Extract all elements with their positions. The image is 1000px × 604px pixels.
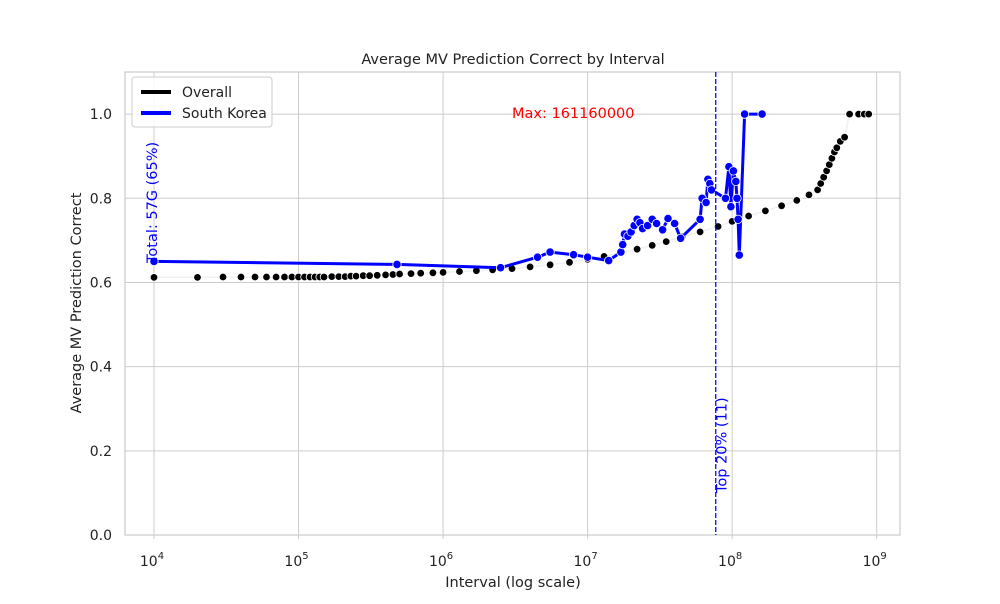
y-axis-label: Average MV Prediction Correct	[69, 192, 85, 413]
y-tick-label: 1.0	[90, 107, 112, 123]
overall-point	[632, 244, 642, 254]
overall-point	[438, 268, 448, 277]
south-korea-point	[618, 240, 628, 250]
overall-point	[280, 272, 289, 282]
overall-point	[271, 272, 281, 282]
legend-south-korea-label: South Korea	[182, 106, 267, 122]
south-korea-point	[757, 109, 767, 119]
south-korea-point	[604, 255, 614, 266]
south-korea-point	[532, 252, 543, 262]
south-korea-point	[720, 193, 731, 203]
south-korea-point	[695, 214, 705, 224]
axis-ticks: 104 105 106 107 108 109 0.0 0.2 0.4 0.6 0.8 1.0	[90, 107, 887, 570]
south-korea-point	[739, 109, 750, 119]
overall-point	[416, 269, 425, 278]
x-tick-label: 108	[718, 551, 742, 570]
series-layer	[149, 109, 873, 282]
overall-point	[351, 271, 361, 281]
overall-point	[365, 271, 374, 280]
south-korea-point	[651, 218, 662, 229]
overall-point	[845, 109, 854, 119]
x-tick-label: 109	[863, 551, 887, 570]
overall-point	[236, 272, 246, 282]
y-tick-label: 0.2	[90, 444, 112, 460]
top-20-annotation: Top 20% (11)	[715, 397, 731, 494]
x-axis-label: Interval (log scale)	[445, 575, 581, 591]
south-korea-point	[675, 233, 686, 243]
overall-point	[695, 227, 705, 237]
overall-point	[840, 132, 849, 142]
overall-point	[327, 272, 336, 281]
overall-point	[761, 206, 770, 216]
overall-point	[648, 241, 657, 250]
overall-point	[455, 267, 464, 276]
south-korea-point	[392, 259, 402, 269]
south-korea-point	[726, 202, 736, 212]
x-tick-label: 107	[574, 551, 598, 570]
south-korea-point	[669, 218, 680, 229]
south-korea-point	[733, 214, 743, 224]
south-korea-point	[495, 263, 506, 273]
overall-point	[744, 211, 753, 221]
overall-point	[804, 190, 814, 200]
south-korea-point	[642, 221, 653, 231]
legend: Overall South Korea	[131, 76, 273, 128]
overall-point	[864, 109, 873, 119]
south-korea-point	[582, 252, 593, 262]
overall-point	[262, 272, 271, 282]
south-korea-point	[732, 193, 742, 203]
south-korea-point	[568, 250, 579, 260]
overall-point	[149, 273, 159, 282]
overall-point	[428, 268, 438, 277]
south-korea-point	[731, 176, 741, 186]
south-korea-point	[616, 247, 626, 257]
south-korea-point	[663, 213, 673, 224]
y-tick-label: 0.8	[90, 191, 112, 207]
overall-point	[193, 273, 202, 282]
x-tick-label: 105	[284, 551, 308, 570]
overall-point	[319, 272, 329, 282]
south-korea-point	[545, 247, 555, 257]
overall-point	[381, 270, 390, 280]
south-korea-point	[701, 197, 711, 208]
legend-overall-label: Overall	[182, 85, 232, 101]
y-tick-label: 0.6	[90, 275, 112, 291]
overall-point	[832, 143, 841, 152]
y-tick-label: 0.4	[90, 360, 112, 376]
overall-point	[373, 271, 382, 280]
overall-point	[792, 196, 801, 205]
overall-point	[545, 260, 555, 269]
south-korea-point	[728, 166, 739, 176]
south-korea-point	[706, 185, 717, 195]
x-tick-label: 106	[429, 551, 453, 570]
overall-point	[565, 258, 574, 267]
overall-point	[662, 237, 671, 246]
x-tick-label: 104	[140, 551, 164, 570]
overall-point	[777, 201, 786, 210]
south-korea-point	[657, 225, 668, 235]
max-annotation: Max: 161160000	[512, 106, 635, 122]
overall-point	[525, 262, 535, 272]
total-annotation: Total: 57G (65%)	[145, 142, 161, 264]
y-tick-label: 0.0	[90, 528, 112, 544]
overall-point	[406, 269, 416, 278]
overall-point	[250, 272, 260, 282]
south-korea-point	[734, 250, 744, 260]
chart-title: Average MV Prediction Correct by Interva…	[361, 52, 664, 68]
overall-point	[218, 272, 228, 282]
overall-point	[395, 269, 404, 279]
plot-area-frame	[124, 71, 901, 536]
south-korea-point	[149, 256, 159, 266]
